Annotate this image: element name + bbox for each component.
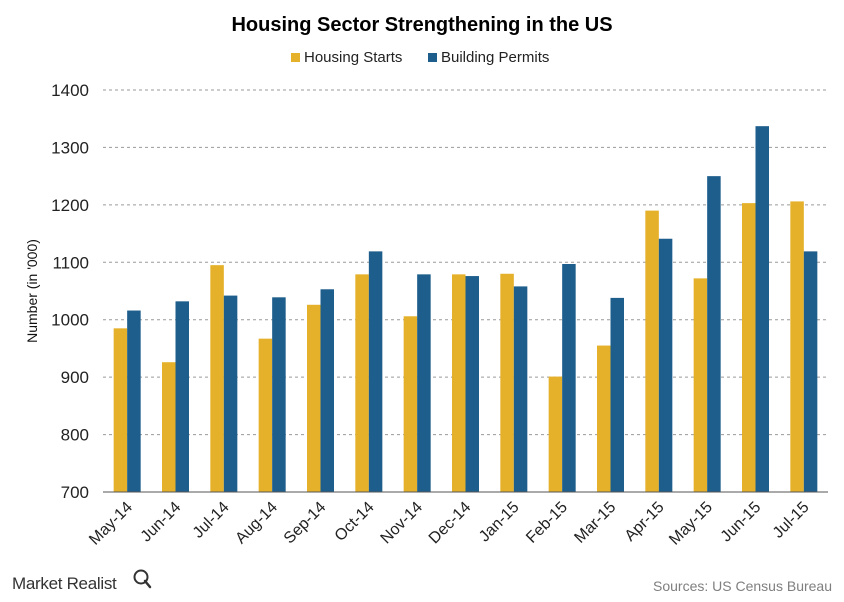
bar-building-permits bbox=[417, 274, 431, 492]
bar-housing-starts bbox=[790, 201, 804, 492]
y-tick-label: 1300 bbox=[51, 138, 89, 157]
legend-label-housing-starts: Housing Starts bbox=[304, 49, 402, 66]
bar-housing-starts bbox=[742, 203, 756, 493]
bar-building-permits bbox=[127, 310, 141, 492]
x-tick-label: May-15 bbox=[666, 499, 716, 549]
x-tick-label: Feb-15 bbox=[523, 499, 571, 547]
x-tick-label: May-14 bbox=[86, 499, 136, 549]
brand-text: Market Realist bbox=[12, 574, 117, 593]
x-tick-label: Jun-15 bbox=[718, 499, 765, 546]
x-tick-label: Jun-14 bbox=[138, 499, 185, 546]
bar-housing-starts bbox=[307, 304, 321, 492]
y-axis-ticks: 700 800 900 1000 1100 1200 1300 1400 bbox=[51, 81, 89, 502]
bar-building-permits bbox=[320, 289, 334, 492]
x-tick-label: Aug-14 bbox=[232, 499, 281, 548]
bar-housing-starts bbox=[403, 316, 418, 492]
y-tick-label: 900 bbox=[61, 368, 89, 387]
bar-housing-starts bbox=[113, 328, 128, 492]
y-tick-label: 700 bbox=[61, 483, 89, 502]
bar-building-permits bbox=[562, 264, 576, 492]
x-tick-label: Dec-14 bbox=[426, 499, 475, 548]
bars bbox=[113, 126, 818, 493]
x-tick-label: Sep-14 bbox=[281, 499, 330, 548]
bar-building-permits bbox=[513, 286, 528, 492]
bar-building-permits bbox=[610, 297, 624, 492]
x-axis-ticks: May-14 Jun-14 Jul-14 Aug-14 Sep-14 Oct-14 Nov-… bbox=[86, 499, 812, 549]
x-tick-label: Jan-15 bbox=[476, 499, 523, 546]
bar-housing-starts bbox=[258, 338, 273, 492]
bar-housing-starts bbox=[452, 274, 466, 492]
x-tick-label: Nov-14 bbox=[378, 499, 427, 548]
bar-building-permits bbox=[223, 295, 238, 492]
y-tick-label: 800 bbox=[61, 426, 89, 445]
source-note: Sources: US Census Bureau bbox=[653, 578, 832, 594]
legend-label-building-permits: Building Permits bbox=[441, 49, 549, 66]
bar-housing-starts bbox=[597, 345, 611, 492]
chart-title: Housing Sector Strengthening in the US bbox=[231, 14, 612, 36]
y-tick-label: 1200 bbox=[51, 196, 89, 215]
y-tick-label: 1100 bbox=[52, 253, 89, 272]
bar-housing-starts bbox=[500, 273, 514, 492]
y-tick-label: 1400 bbox=[51, 81, 89, 100]
y-tick-label: 1000 bbox=[51, 311, 89, 330]
bar-housing-starts bbox=[162, 362, 176, 492]
bar-building-permits bbox=[465, 276, 479, 492]
bar-building-permits bbox=[803, 251, 818, 492]
bar-housing-starts bbox=[645, 210, 659, 492]
y-axis-label: Number (in '000) bbox=[24, 239, 40, 343]
bar-building-permits bbox=[707, 176, 721, 492]
magnifier-q-icon bbox=[133, 569, 152, 589]
bar-building-permits bbox=[658, 238, 673, 492]
x-tick-label: Jul-14 bbox=[190, 499, 233, 542]
bar-housing-starts bbox=[210, 265, 224, 492]
bar-housing-starts bbox=[548, 376, 563, 492]
x-tick-label: Jul-15 bbox=[770, 499, 813, 542]
legend-swatch-housing-starts bbox=[291, 53, 300, 62]
brand-logo: Market Realist bbox=[12, 569, 152, 593]
legend: Housing Starts Building Permits bbox=[291, 49, 549, 66]
bar-building-permits bbox=[175, 301, 189, 492]
bar-building-permits bbox=[368, 251, 383, 492]
legend-swatch-building-permits bbox=[428, 53, 437, 62]
x-tick-label: Oct-14 bbox=[332, 499, 378, 545]
bar-housing-starts bbox=[693, 278, 708, 492]
x-tick-label: Mar-15 bbox=[571, 499, 619, 547]
bar-housing-starts bbox=[355, 274, 369, 492]
x-tick-label: Apr-15 bbox=[622, 499, 668, 545]
bar-building-permits bbox=[755, 126, 769, 493]
bar-building-permits bbox=[272, 297, 286, 492]
